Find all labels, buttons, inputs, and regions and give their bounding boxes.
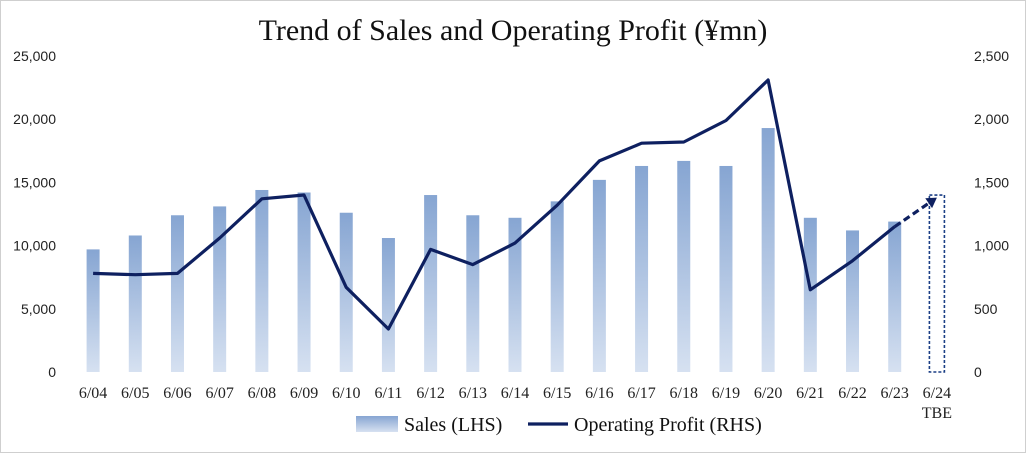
sales-bar <box>86 249 100 372</box>
legend-sales-label: Sales (LHS) <box>404 414 502 436</box>
sales-bar <box>339 212 353 372</box>
left-axis-tick: 15,000 <box>13 174 56 190</box>
sales-bar <box>761 128 775 372</box>
sales-bar <box>213 206 227 372</box>
sales-bar <box>677 160 691 372</box>
right-axis-tick: 0 <box>974 364 982 380</box>
sales-bar <box>803 217 817 372</box>
sales-bar <box>846 230 860 372</box>
x-axis-tick: 6/18 <box>670 385 698 402</box>
chart-title: Trend of Sales and Operating Profit (¥mn… <box>258 14 768 47</box>
left-axis-tick: 25,000 <box>13 48 56 64</box>
x-axis-tick: 6/07 <box>205 385 233 402</box>
x-axis-tick: 6/10 <box>332 385 360 402</box>
x-axis-tick: 6/21 <box>796 385 824 402</box>
sales-bar <box>381 238 395 372</box>
sales-bar <box>170 215 184 372</box>
x-axis-tick: 6/15 <box>543 385 571 402</box>
x-axis-tick: 6/24 <box>923 385 951 402</box>
x-axis-tick: 6/16 <box>585 385 613 402</box>
x-axis-tick: 6/05 <box>121 385 149 402</box>
x-axis-tick: 6/09 <box>290 385 318 402</box>
right-axis-tick: 500 <box>974 301 998 317</box>
sales-bar <box>466 215 480 372</box>
x-axis-tick: 6/11 <box>374 385 402 402</box>
x-axis-tick: 6/22 <box>838 385 866 402</box>
right-axis-tick: 2,000 <box>974 111 1009 127</box>
sales-bar <box>888 221 902 372</box>
sales-bar <box>635 165 649 372</box>
x-axis-tick: 6/17 <box>627 385 655 402</box>
x-axis-tick: 6/19 <box>712 385 740 402</box>
right-axis-tick: 1,000 <box>974 238 1009 254</box>
left-axis-tick: 10,000 <box>13 238 56 254</box>
x-axis-tick: 6/08 <box>248 385 276 402</box>
sales-bar-estimate <box>928 194 946 373</box>
estimate-arrowhead <box>925 197 937 209</box>
x-axis-tick: 6/14 <box>501 385 529 402</box>
x-axis-sublabel: TBE <box>922 405 952 422</box>
sales-bar <box>255 189 269 372</box>
x-axis-tick: 6/23 <box>880 385 908 402</box>
operating-profit-line <box>93 78 896 331</box>
left-axis-tick: 5,000 <box>21 301 56 317</box>
left-axis-tick: 20,000 <box>13 111 56 127</box>
x-axis-tick: 6/06 <box>163 385 191 402</box>
left-axis-tick: 0 <box>48 364 56 380</box>
operating-profit-estimate-line <box>893 201 931 228</box>
sales-bar <box>508 217 522 372</box>
right-axis-tick: 2,500 <box>974 48 1009 64</box>
sales-bar <box>550 201 564 372</box>
right-axis-tick: 1,500 <box>974 174 1009 190</box>
sales-bar <box>128 235 142 372</box>
legend-sales-swatch <box>356 416 398 432</box>
sales-bar <box>719 165 733 372</box>
sales-bar <box>592 179 606 372</box>
sales-bar <box>424 195 438 372</box>
x-axis-tick: 6/13 <box>459 385 487 402</box>
x-axis-tick: 6/04 <box>79 385 107 402</box>
sales-bar <box>297 192 311 372</box>
x-axis-tick: 6/20 <box>754 385 782 402</box>
x-axis-tick: 6/12 <box>416 385 444 402</box>
legend-op-label: Operating Profit (RHS) <box>574 414 762 436</box>
